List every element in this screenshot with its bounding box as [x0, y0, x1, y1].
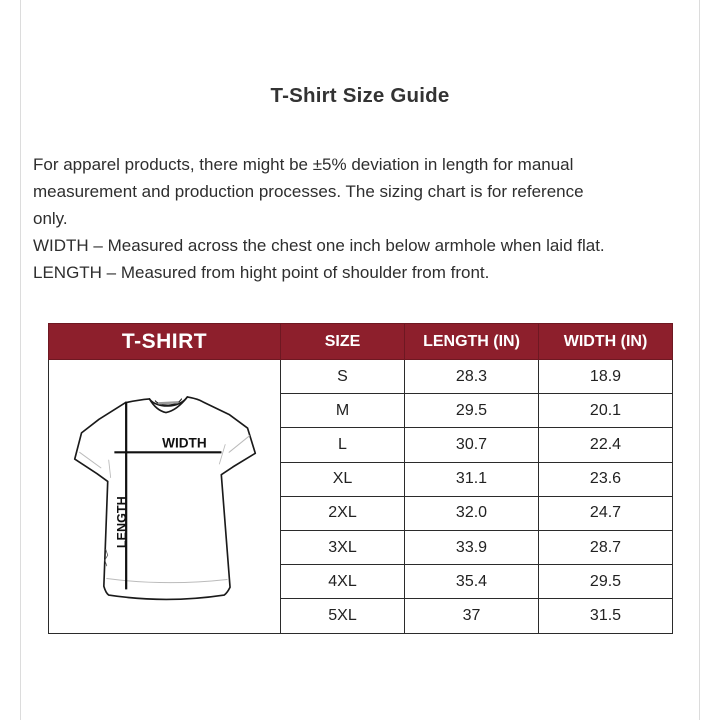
svg-text:LENGTH: LENGTH	[115, 497, 129, 549]
svg-text:WIDTH: WIDTH	[162, 436, 207, 451]
